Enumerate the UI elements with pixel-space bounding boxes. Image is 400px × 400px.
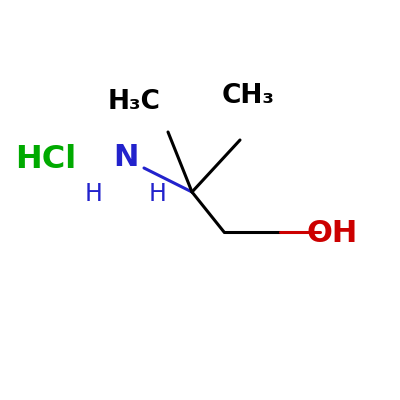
Text: N: N [113, 144, 139, 172]
Text: H: H [85, 182, 103, 206]
Text: H₃C: H₃C [108, 89, 160, 115]
Text: H: H [149, 182, 167, 206]
Text: CH₃: CH₃ [222, 83, 274, 109]
Text: OH: OH [306, 220, 358, 248]
Text: HCl: HCl [15, 144, 77, 176]
